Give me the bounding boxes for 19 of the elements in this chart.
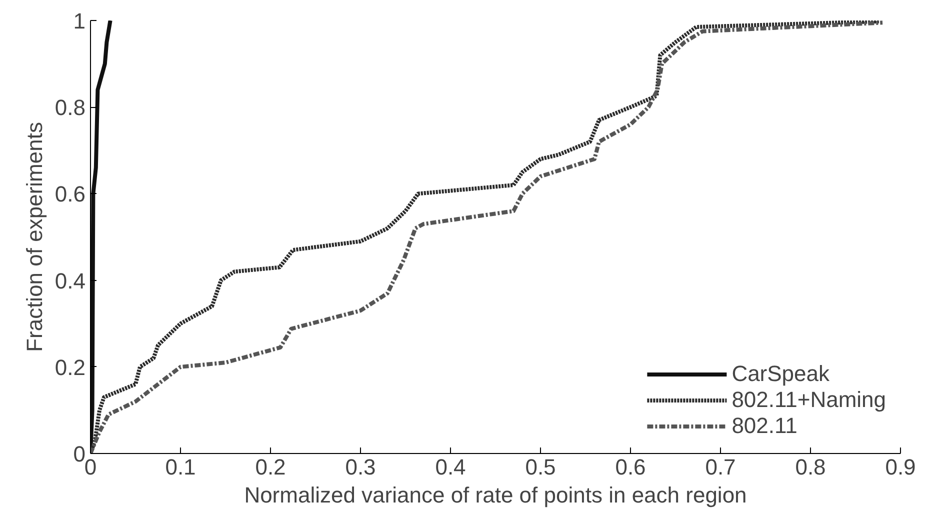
- x-axis-title: Normalized variance of rate of points in each region: [244, 482, 747, 508]
- y-axis-title: Fraction of experiments: [22, 122, 47, 352]
- x-tick-label: 0.2: [255, 454, 286, 480]
- y-tick-label: 0.8: [54, 95, 86, 120]
- x-tick-label: 0.8: [795, 454, 826, 480]
- y-tick-label: 0.2: [54, 354, 86, 380]
- y-tick-label: 0.4: [54, 268, 86, 294]
- y-tick-label: 1: [73, 8, 86, 34]
- x-tick-label: 0.3: [345, 454, 376, 480]
- legend-label: 802.11: [732, 413, 798, 439]
- x-tick-label: 0.4: [435, 454, 466, 480]
- x-tick-label: 0.1: [165, 454, 196, 480]
- legend-label: CarSpeak: [732, 361, 830, 387]
- x-tick-label: 0.5: [525, 454, 556, 480]
- x-tick-label: 0.7: [705, 454, 736, 480]
- x-tick-label: 0.9: [885, 454, 916, 480]
- y-tick-label: 0.6: [54, 182, 86, 207]
- legend-label: 802.11+Naming: [732, 387, 886, 413]
- x-tick-label: 0.6: [615, 454, 646, 480]
